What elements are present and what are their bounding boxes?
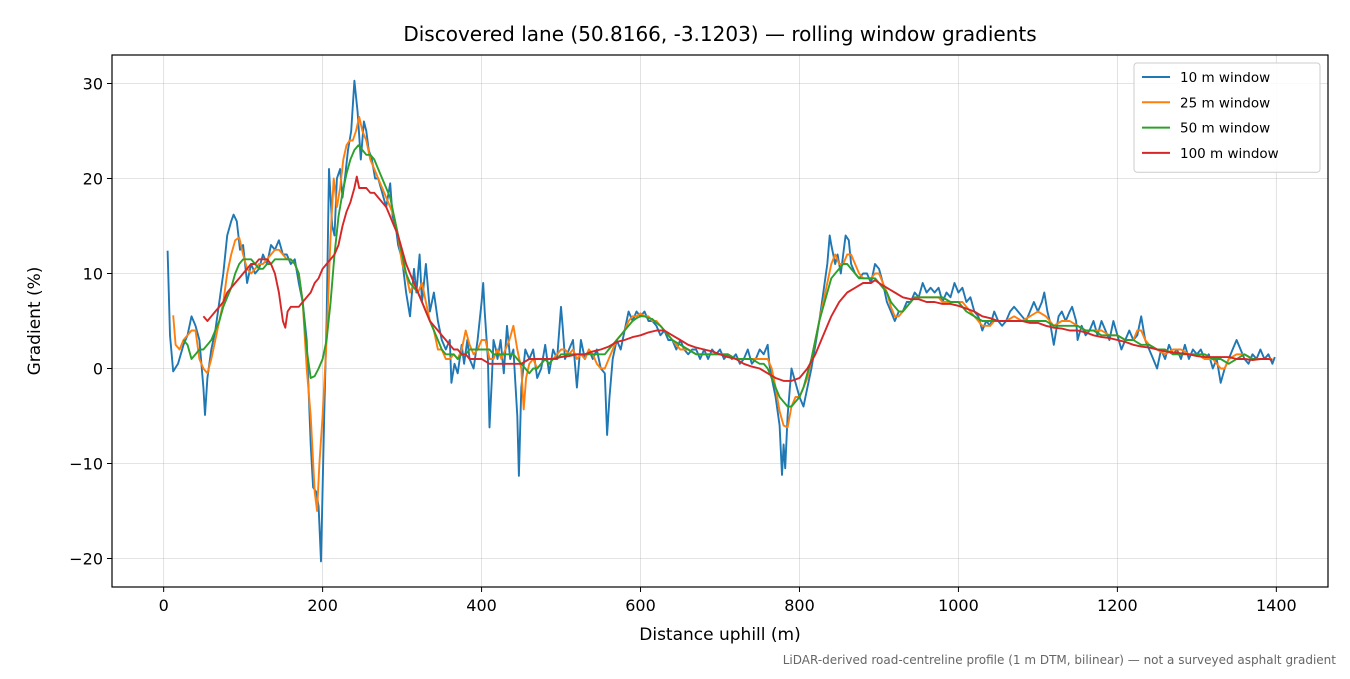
series-line	[202, 175, 1273, 382]
series-line	[166, 79, 1276, 563]
series-line	[172, 115, 1273, 512]
x-tick-label: 1200	[1097, 596, 1138, 615]
series-lines	[166, 79, 1276, 563]
footnote: LiDAR-derived road-centreline profile (1…	[783, 653, 1337, 667]
legend-box	[1133, 62, 1321, 173]
legend-label: 100 m window	[1180, 146, 1279, 162]
grid	[112, 55, 1328, 587]
chart-title: Discovered lane (50.8166, -3.1203) — rol…	[403, 22, 1036, 46]
x-tick-label: 1000	[938, 596, 979, 615]
plot-frame	[111, 54, 1329, 588]
legend-label: 25 m window	[1180, 95, 1270, 111]
axis-ticks: 0 200 400 600 800 1000 1200 1400 −20 −10 0 10 20 30	[69, 75, 1296, 616]
y-tick-label: 20	[83, 170, 103, 189]
x-tick-label: 200	[307, 596, 338, 615]
y-tick-label: −20	[69, 550, 103, 569]
series-line	[182, 144, 1257, 408]
y-tick-label: −10	[69, 455, 103, 474]
y-tick-label: 0	[93, 360, 103, 379]
legend-label: 50 m window	[1180, 121, 1270, 137]
legend-label: 10 m window	[1180, 70, 1270, 86]
x-tick-label: 1400	[1256, 596, 1297, 615]
y-tick-label: 30	[83, 75, 103, 94]
x-tick-label: 0	[159, 596, 169, 615]
x-tick-label: 400	[466, 596, 497, 615]
x-tick-label: 800	[784, 596, 815, 615]
x-axis-label: Distance uphill (m)	[639, 625, 800, 645]
legend: 10 m window 25 m window 50 m window 100 m w…	[1133, 62, 1321, 173]
y-tick-label: 10	[83, 265, 103, 284]
x-tick-label: 600	[625, 596, 656, 615]
y-axis-label: Gradient (%)	[25, 267, 45, 376]
